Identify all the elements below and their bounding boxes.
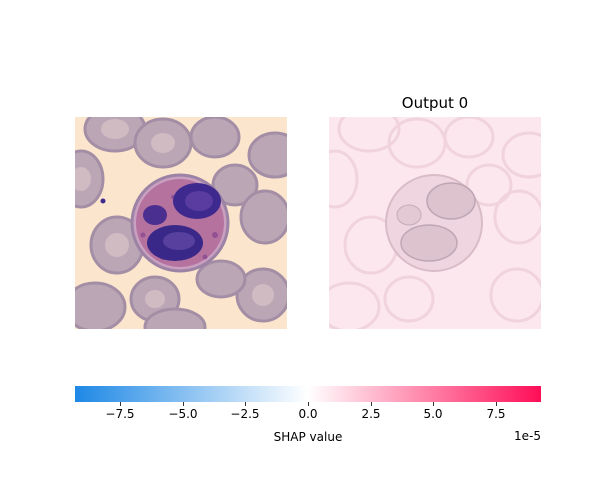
shap-overlay-panel bbox=[329, 117, 541, 329]
colorbar-tick-mark bbox=[245, 402, 246, 406]
blood-smear-image bbox=[75, 117, 287, 329]
colorbar-tick-label: −5.0 bbox=[168, 407, 198, 421]
input-image-panel bbox=[75, 117, 287, 329]
colorbar-label: SHAP value bbox=[273, 430, 343, 444]
panel-title: Output 0 bbox=[401, 94, 469, 112]
colorbar-tick-label: 2.5 bbox=[361, 407, 381, 421]
colorbar-tick-mark bbox=[496, 402, 497, 406]
colorbar-tick-label: −7.5 bbox=[105, 407, 135, 421]
colorbar-tick-label: 0.0 bbox=[298, 407, 318, 421]
colorbar-tick-mark bbox=[120, 402, 121, 406]
colorbar-tick-mark bbox=[433, 402, 434, 406]
colorbar bbox=[75, 386, 541, 402]
shap-heatmap-image bbox=[329, 117, 541, 329]
colorbar-tick-mark bbox=[183, 402, 184, 406]
colorbar-tick-label: −2.5 bbox=[230, 407, 260, 421]
colorbar-tick-mark bbox=[308, 402, 309, 406]
colorbar-tick-label: 7.5 bbox=[486, 407, 506, 421]
colorbar-tick-label: 5.0 bbox=[423, 407, 443, 421]
colorbar-offset-text: 1e-5 bbox=[514, 429, 541, 443]
colorbar-tick-mark bbox=[371, 402, 372, 406]
